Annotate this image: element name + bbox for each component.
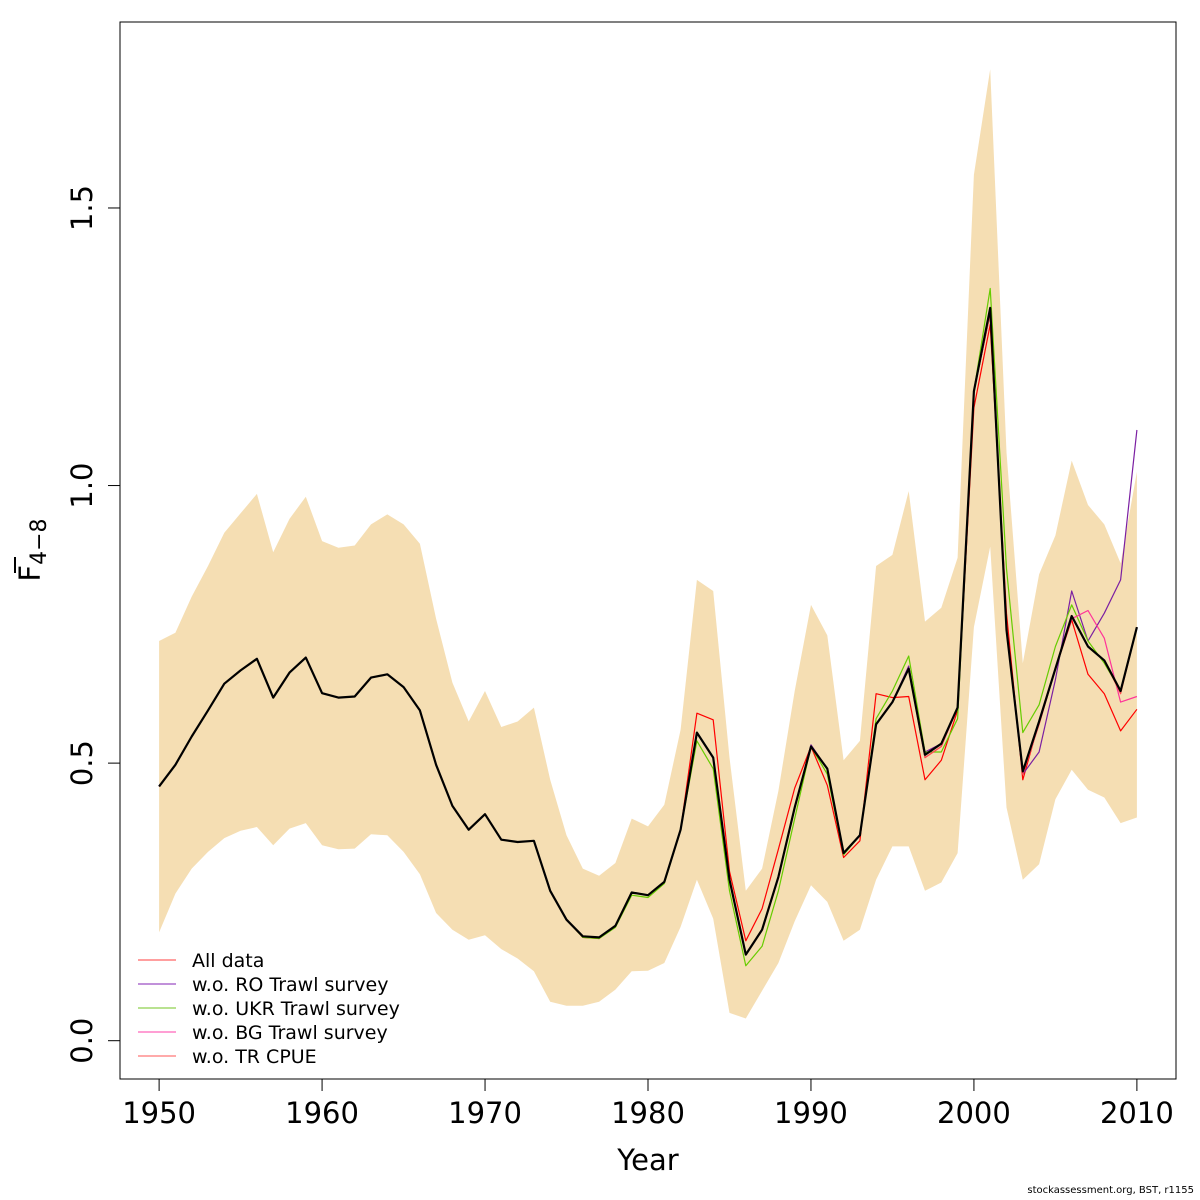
- y-tick-label: 0.5: [65, 740, 99, 786]
- y-axis-label-subscript: 4−8: [27, 518, 52, 564]
- series-layer: [158, 287, 1138, 967]
- x-axis: 1950 1960 1970 1980 1990 2000 2010: [122, 1078, 1174, 1130]
- x-tick-label: 1980: [611, 1096, 685, 1130]
- x-tick-label: 2010: [1100, 1096, 1174, 1130]
- y-axis: 0.0 0.5 1.0 1.5: [65, 185, 121, 1064]
- y-axis-label: F4−8: [13, 518, 52, 581]
- series-line-estimate: [158, 306, 1138, 956]
- legend-label: w.o. UKR Trawl survey: [192, 998, 400, 1020]
- x-tick-label: 1990: [774, 1096, 848, 1130]
- x-tick-label: 1960: [285, 1096, 359, 1130]
- x-axis-label: Year: [616, 1143, 678, 1177]
- y-axis-label-main: F: [13, 565, 47, 582]
- legend-label: All data: [192, 950, 264, 972]
- y-tick-label: 1.0: [65, 462, 99, 508]
- y-tick-label: 0.0: [65, 1018, 99, 1064]
- x-tick-label: 1970: [448, 1096, 522, 1130]
- svg-text:F4−8: F4−8: [13, 518, 52, 581]
- x-tick-label: 2000: [937, 1096, 1011, 1130]
- confidence-band: [159, 69, 1137, 1019]
- legend-label: w.o. TR CPUE: [192, 1046, 317, 1068]
- y-tick-label: 1.5: [65, 185, 99, 231]
- confidence-band-layer: [159, 69, 1137, 1019]
- x-tick-label: 1950: [122, 1096, 196, 1130]
- legend-label: w.o. BG Trawl survey: [192, 1022, 388, 1044]
- legend-label: w.o. RO Trawl survey: [192, 974, 388, 996]
- credit-text: stockassessment.org, BST, r1155: [1027, 1185, 1194, 1196]
